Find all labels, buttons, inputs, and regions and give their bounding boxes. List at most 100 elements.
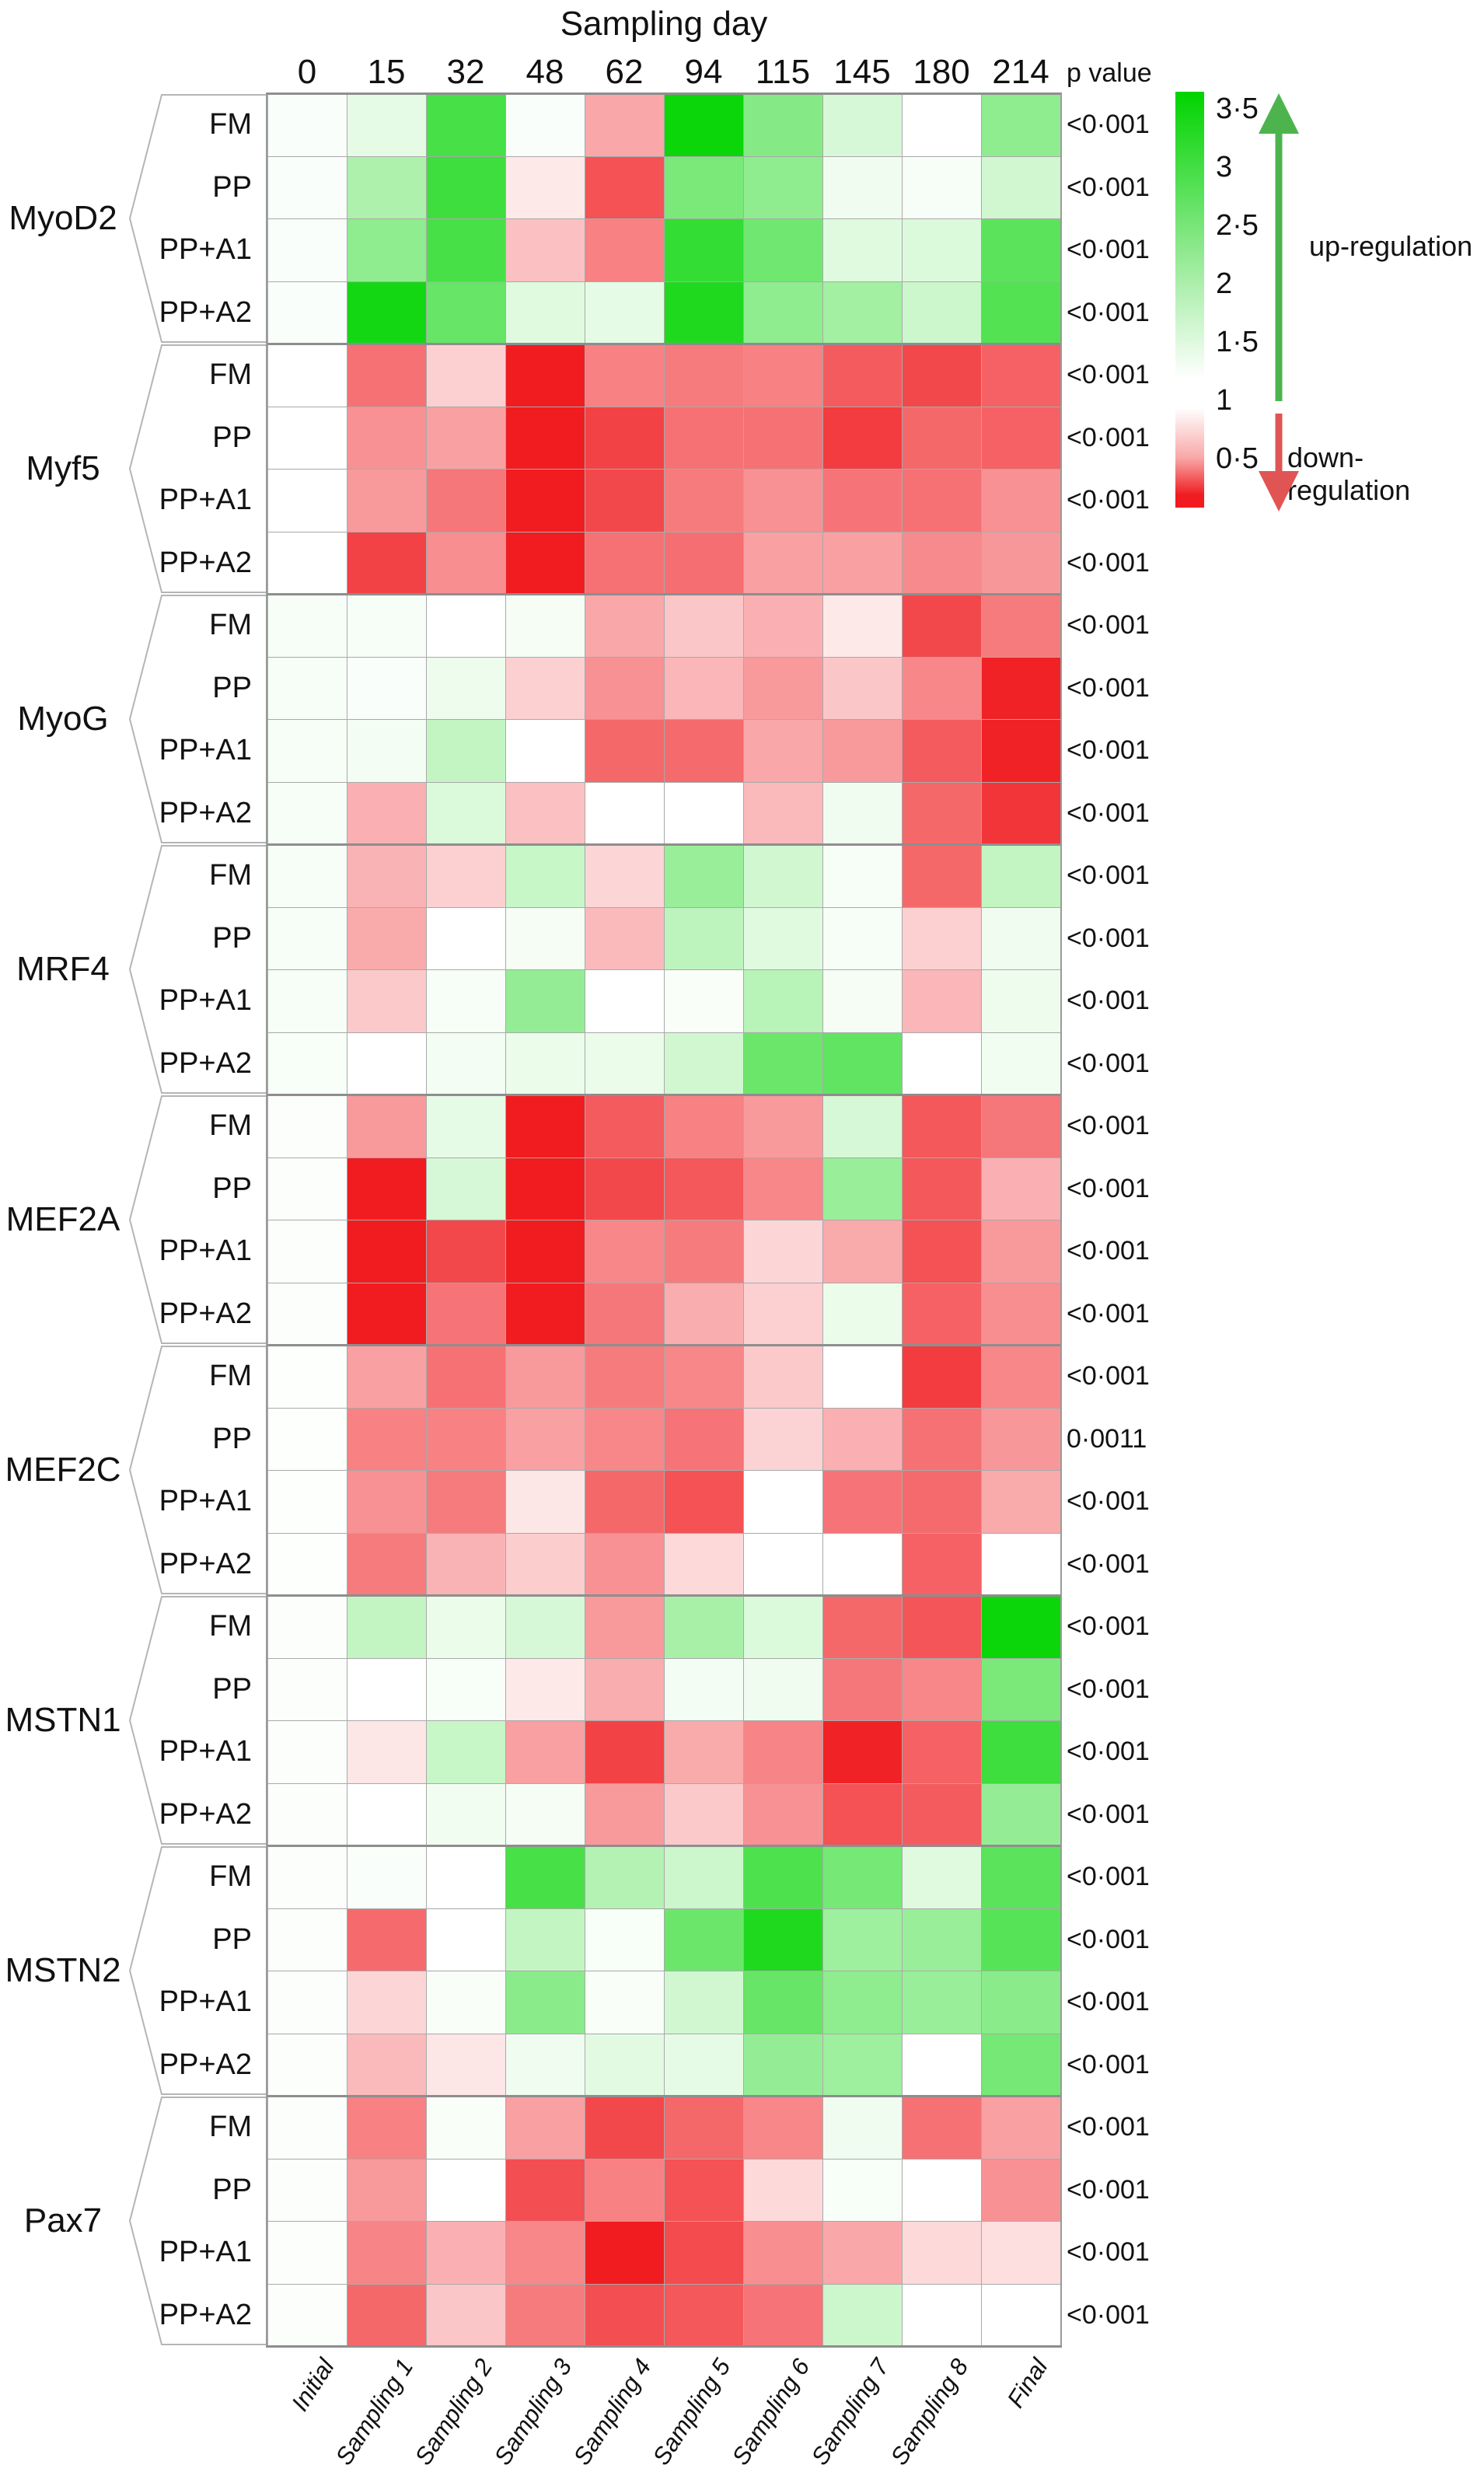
heatmap-cell bbox=[902, 969, 982, 1033]
row-label: PP+A1 bbox=[159, 484, 252, 516]
heatmap-cell bbox=[347, 1345, 427, 1409]
heatmap-cell bbox=[505, 93, 585, 157]
heatmap-cell bbox=[822, 1657, 903, 1721]
block-separator bbox=[266, 1093, 1062, 1096]
p-value: <0·001 bbox=[1067, 1298, 1150, 1329]
p-value: <0·001 bbox=[1067, 923, 1150, 953]
heatmap-cell bbox=[505, 2221, 585, 2285]
x-axis-day-label: 62 bbox=[605, 53, 644, 91]
p-value: <0·001 bbox=[1067, 1111, 1150, 1140]
heatmap-cell bbox=[267, 844, 347, 908]
heatmap-cell bbox=[426, 1845, 506, 1909]
p-value: <0·001 bbox=[1067, 1924, 1150, 1954]
heatmap-cell bbox=[664, 406, 744, 470]
heatmap-cell bbox=[743, 1407, 823, 1471]
row-label: FM bbox=[209, 108, 252, 141]
heatmap-cell bbox=[743, 844, 823, 908]
heatmap-cell bbox=[347, 1782, 427, 1846]
heatmap-cell bbox=[585, 2221, 665, 2285]
heatmap-cell bbox=[822, 1157, 903, 1220]
row-label: FM bbox=[209, 2111, 252, 2143]
heatmap-cell bbox=[426, 1470, 506, 1534]
heatmap-cell bbox=[347, 1282, 427, 1346]
heatmap-cell bbox=[822, 2033, 903, 2097]
heatmap-cell bbox=[347, 218, 427, 282]
heatmap-cell bbox=[267, 719, 347, 783]
block-separator bbox=[266, 843, 1062, 846]
heatmap-cell bbox=[743, 531, 823, 595]
x-axis-sampling-label: Sampling 4 bbox=[567, 2354, 657, 2470]
heatmap-cell bbox=[664, 2283, 744, 2347]
heatmap-cell bbox=[743, 1971, 823, 2034]
heatmap-cell bbox=[505, 344, 585, 407]
heatmap-cell bbox=[267, 1595, 347, 1659]
heatmap-cell bbox=[981, 656, 1061, 720]
heatmap-cell bbox=[267, 656, 347, 720]
heatmap-cell bbox=[902, 2283, 982, 2347]
heatmap-cell bbox=[585, 1095, 665, 1158]
heatmap-cell bbox=[585, 656, 665, 720]
heatmap-cell bbox=[347, 781, 427, 845]
heatmap-cell bbox=[743, 1595, 823, 1659]
heatmap-cell bbox=[902, 218, 982, 282]
heatmap-cell bbox=[822, 1532, 903, 1596]
heatmap-cell bbox=[822, 531, 903, 595]
heatmap-cell bbox=[664, 719, 744, 783]
heatmap-cell bbox=[981, 719, 1061, 783]
block-separator bbox=[266, 2345, 1062, 2348]
heatmap-cell bbox=[743, 1032, 823, 1095]
heatmap-cell bbox=[822, 218, 903, 282]
colorbar-tick-label: 1·5 bbox=[1216, 326, 1259, 358]
x-axis-sampling-label: Initial bbox=[285, 2354, 340, 2416]
heatmap-cell bbox=[505, 1032, 585, 1095]
heatmap-cell bbox=[505, 719, 585, 783]
gene-label: MSTN2 bbox=[5, 1951, 121, 1989]
heatmap-cell bbox=[267, 781, 347, 845]
heatmap-cell bbox=[267, 1470, 347, 1534]
heatmap-cell bbox=[347, 1595, 427, 1659]
heatmap-cell bbox=[347, 344, 427, 407]
heatmap-cell bbox=[981, 2221, 1061, 2285]
heatmap-cell bbox=[902, 2158, 982, 2222]
heatmap-cell bbox=[505, 1720, 585, 1784]
heatmap-cell bbox=[902, 1657, 982, 1721]
heatmap-cell bbox=[347, 1220, 427, 1283]
heatmap-cell bbox=[664, 781, 744, 845]
heatmap-cell bbox=[505, 781, 585, 845]
heatmap-cell bbox=[902, 844, 982, 908]
heatmap-cell bbox=[347, 1407, 427, 1471]
heatmap-cell bbox=[902, 1470, 982, 1534]
heatmap-cell bbox=[426, 1908, 506, 1971]
heatmap-cell bbox=[902, 1720, 982, 1784]
heatmap-cell bbox=[981, 281, 1061, 344]
heatmap-cell bbox=[267, 218, 347, 282]
legend-down-label: down-regulation bbox=[1287, 442, 1411, 506]
x-axis-sampling-label: Sampling 8 bbox=[885, 2354, 974, 2470]
heatmap-cell bbox=[267, 93, 347, 157]
heatmap-cell bbox=[267, 2033, 347, 2097]
x-axis-sampling-label: Sampling 7 bbox=[805, 2354, 895, 2470]
heatmap-cell bbox=[347, 2033, 427, 2097]
heatmap-cell bbox=[743, 1720, 823, 1784]
gene-label: MyoG bbox=[17, 700, 109, 738]
heatmap-cell bbox=[585, 1720, 665, 1784]
heatmap-cell bbox=[743, 406, 823, 470]
p-value: <0·001 bbox=[1067, 2174, 1150, 2205]
row-label: PP bbox=[212, 170, 252, 204]
colorbar-tick-label: 1 bbox=[1216, 384, 1233, 417]
heatmap-cell bbox=[585, 1595, 665, 1659]
heatmap-cell bbox=[505, 2158, 585, 2222]
heatmap-cell bbox=[981, 1782, 1061, 1846]
colorbar-gradient bbox=[1175, 92, 1204, 508]
heatmap-cell bbox=[664, 1407, 744, 1471]
heatmap-cell bbox=[902, 906, 982, 970]
heatmap-cell bbox=[981, 531, 1061, 595]
heatmap-cell bbox=[664, 93, 744, 157]
block-separator bbox=[266, 1844, 1062, 1847]
heatmap-cell bbox=[902, 1032, 982, 1095]
x-axis-sampling-label: Sampling 3 bbox=[488, 2354, 578, 2470]
heatmap-cell bbox=[743, 719, 823, 783]
heatmap-cell bbox=[664, 344, 744, 407]
heatmap-cell bbox=[267, 1971, 347, 2034]
x-axis-day-label: 94 bbox=[684, 53, 723, 91]
